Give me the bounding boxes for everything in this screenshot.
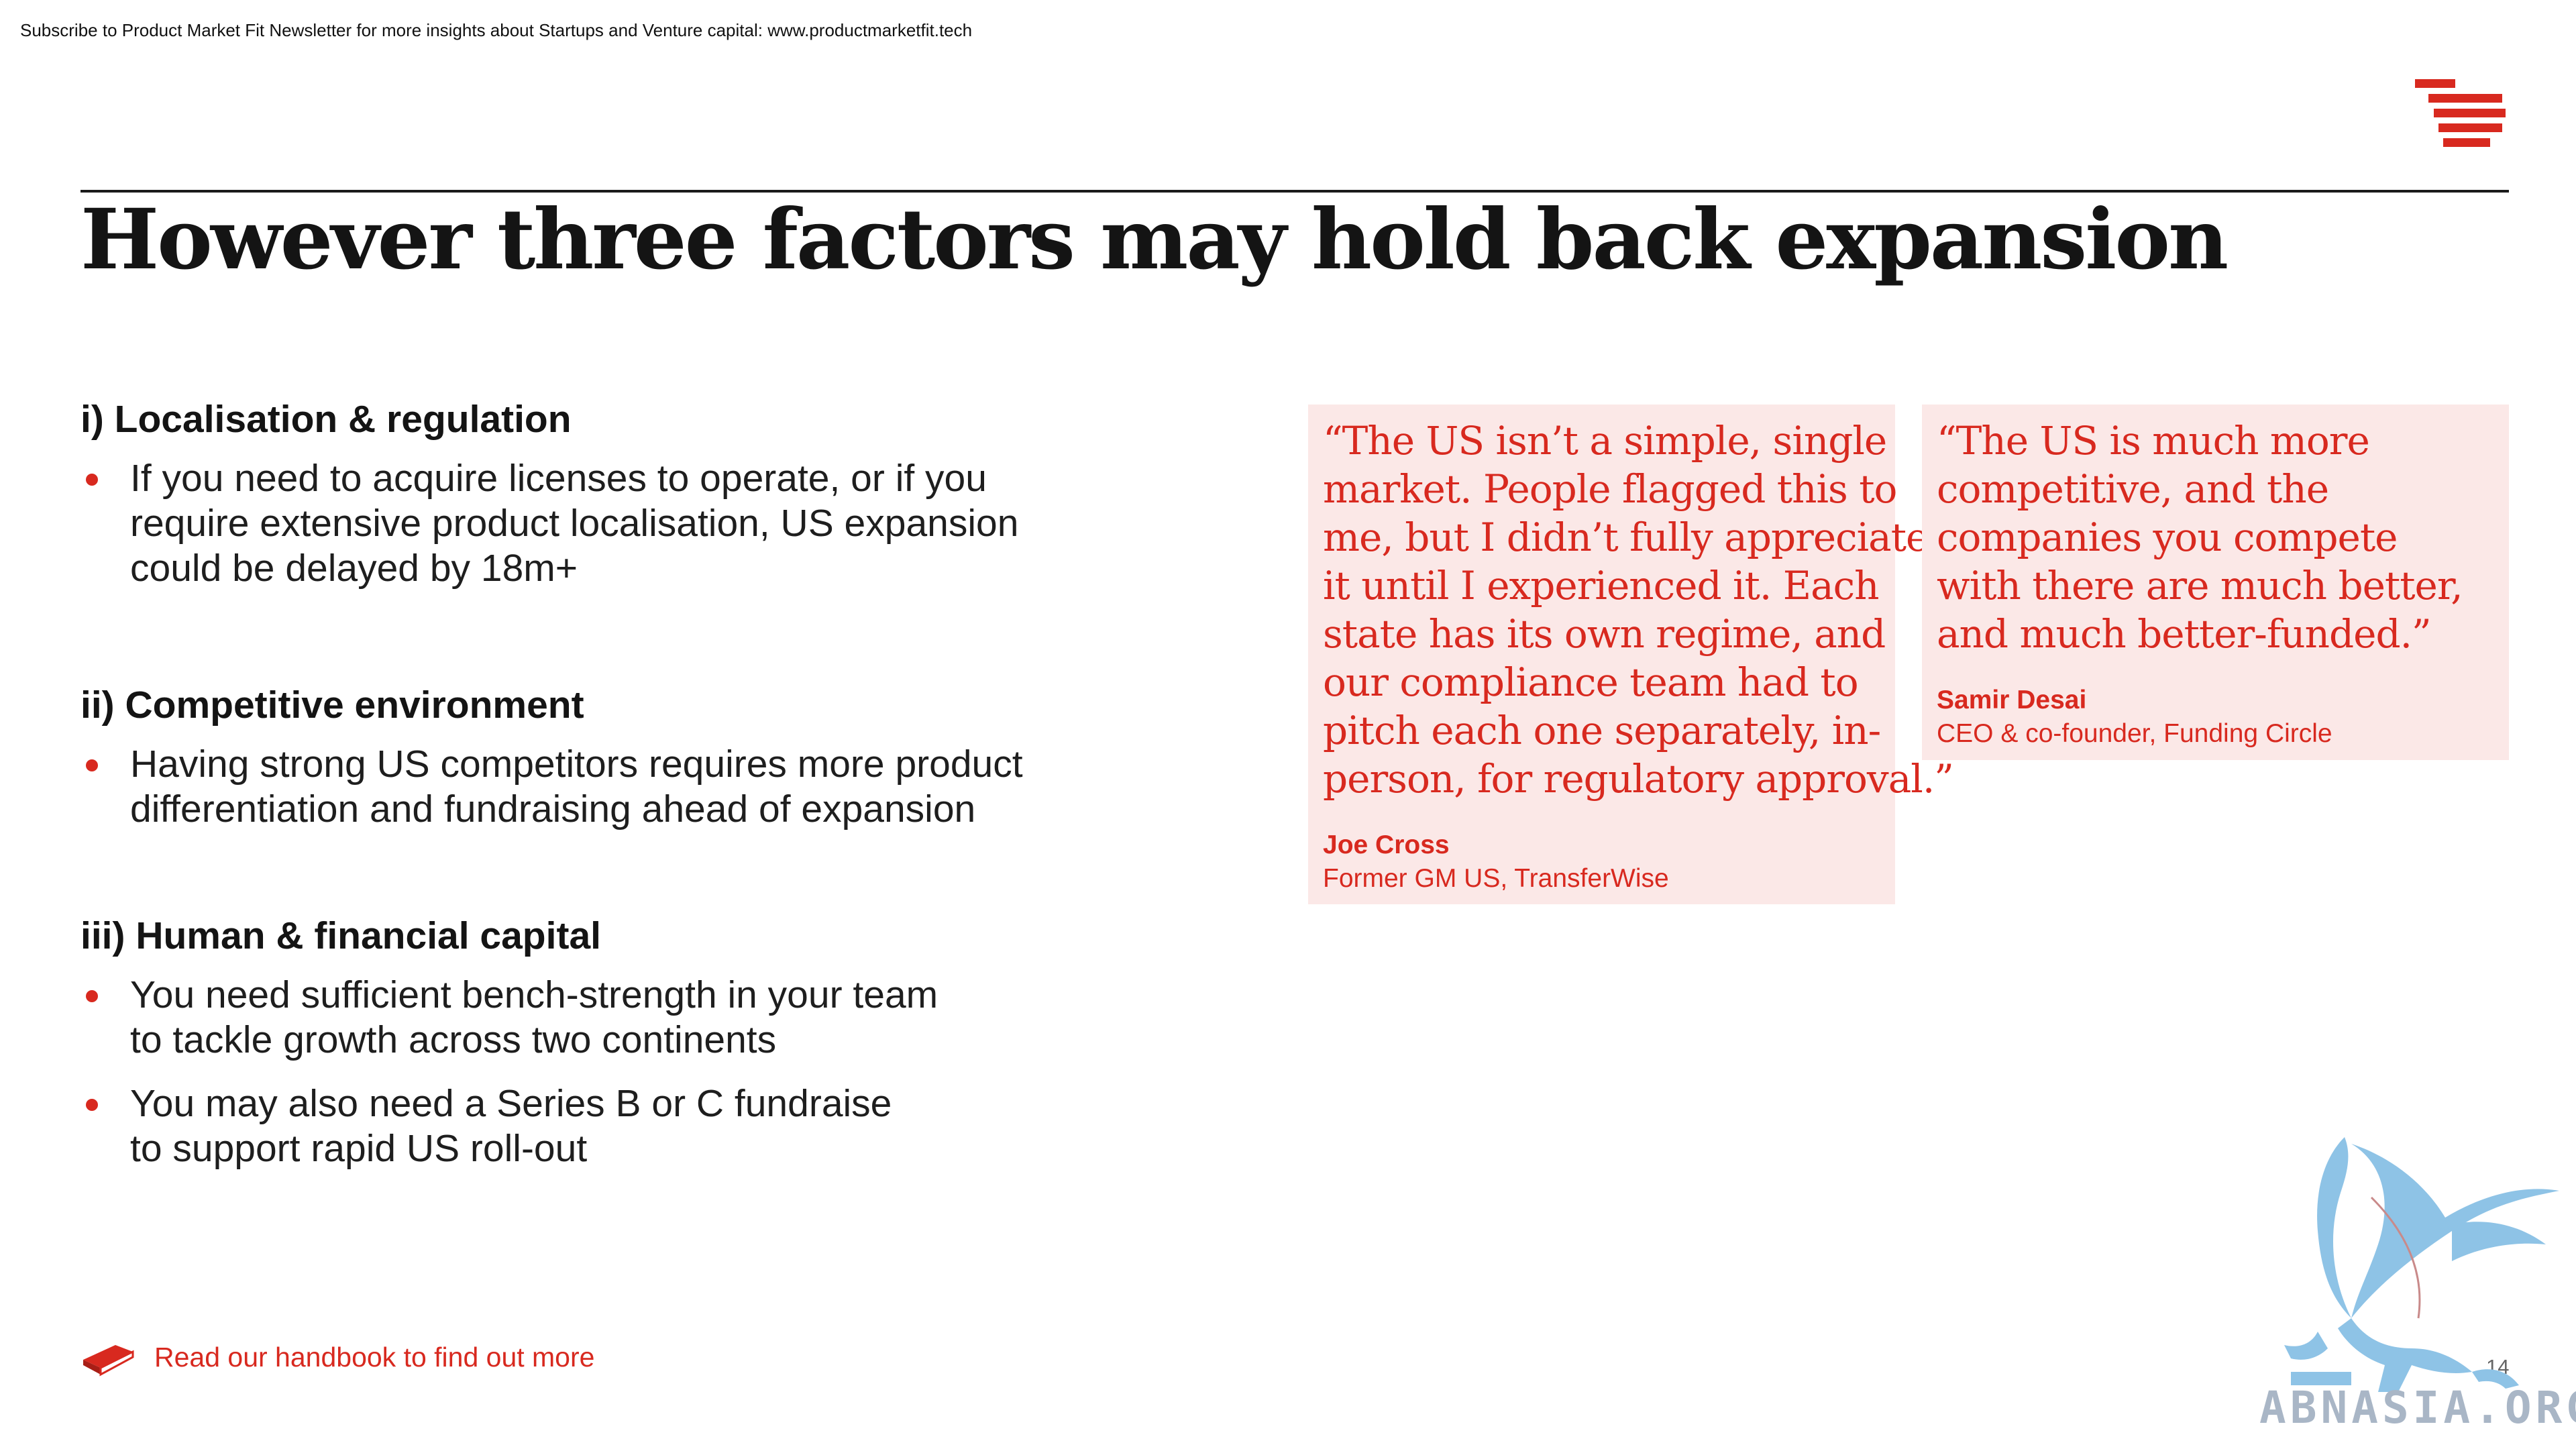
- quote-card: “The US isn’t a simple, single market. P…: [1308, 405, 1954, 904]
- bullet-line: If you need to acquire licenses to opera…: [130, 457, 987, 500]
- quote-line: “The US is much more: [1937, 418, 2370, 464]
- bullet-item: You may also need a Series B or C fundra…: [80, 1081, 1301, 1171]
- striped-bars-logo-icon: [2415, 79, 2506, 154]
- bullet-item: If you need to acquire licenses to opera…: [80, 456, 1301, 591]
- subscribe-note: Subscribe to Product Market Fit Newslett…: [20, 20, 973, 40]
- quote-line: our compliance team had to: [1323, 659, 1859, 705]
- book-icon: [83, 1345, 134, 1377]
- bullet-dot-icon: [86, 1099, 98, 1111]
- section-heading: i) Localisation & regulation: [80, 398, 572, 441]
- handbook-link-text[interactable]: Read our handbook to find out more: [154, 1341, 595, 1373]
- bullet-line: You need sufficient bench-strength in yo…: [130, 973, 938, 1016]
- bullet-line: could be delayed by 18m+: [130, 547, 578, 590]
- quote-author-name: Samir Desai: [1937, 686, 2087, 714]
- bullet-list: You need sufficient bench-strength in yo…: [80, 973, 1301, 1171]
- quote-line: and much better-funded.”: [1937, 611, 2432, 657]
- quote-card: “The US is much more competitive, and th…: [1922, 405, 2509, 760]
- factor-section: ii) Competitive environment Having stron…: [80, 682, 1301, 832]
- bullet-list: If you need to acquire licenses to opera…: [80, 456, 1301, 591]
- quote-text: “The US isn’t a simple, single market. P…: [1323, 417, 1954, 803]
- quote-line: market. People flagged this to: [1323, 466, 1897, 512]
- bullet-dot-icon: [86, 759, 98, 771]
- factors-column: i) Localisation & regulation If you need…: [80, 396, 1301, 1190]
- bullet-line: You may also need a Series B or C fundra…: [130, 1082, 892, 1125]
- page-title: However three factors may hold back expa…: [80, 191, 2229, 288]
- quote-line: pitch each one separately, in-: [1323, 708, 1881, 753]
- factor-section: iii) Human & financial capital You need …: [80, 912, 1301, 1171]
- quote-line: person, for regulatory approval.”: [1323, 756, 1954, 802]
- bullet-line: require extensive product localisation, …: [130, 502, 1019, 545]
- quote-line: with there are much better,: [1937, 563, 2463, 608]
- quote-author-role: CEO & co-founder, Funding Circle: [1937, 719, 2332, 748]
- bullet-dot-icon: [86, 990, 98, 1002]
- section-heading: iii) Human & financial capital: [80, 914, 601, 957]
- quote-text: “The US is much more competitive, and th…: [1937, 417, 2500, 658]
- section-heading: ii) Competitive environment: [80, 684, 584, 727]
- bullet-line: to support rapid US roll-out: [130, 1127, 588, 1170]
- griffin-icon: [2284, 1137, 2559, 1392]
- quote-author-role: Former GM US, TransferWise: [1323, 864, 1669, 893]
- title-rule: [80, 190, 2509, 193]
- bullet-line: differentiation and fundraising ahead of…: [130, 788, 976, 830]
- quote-line: competitive, and the: [1937, 466, 2329, 512]
- factor-section: i) Localisation & regulation If you need…: [80, 396, 1301, 591]
- quote-line: it until I experienced it. Each: [1323, 563, 1880, 608]
- bullet-item: Having strong US competitors requires mo…: [80, 742, 1301, 832]
- bullet-item: You need sufficient bench-strength in yo…: [80, 973, 1301, 1063]
- quote-line: state has its own regime, and: [1323, 611, 1886, 657]
- quote-line: “The US isn’t a simple, single: [1323, 418, 1887, 464]
- bullet-list: Having strong US competitors requires mo…: [80, 742, 1301, 832]
- handbook-link[interactable]: Read our handbook to find out more: [80, 1337, 594, 1377]
- quote-author-name: Joe Cross: [1323, 830, 1450, 859]
- bullet-line: Having strong US competitors requires mo…: [130, 743, 1023, 786]
- watermark-text: ABNASIA.ORG: [2259, 1382, 2576, 1434]
- quote-line: companies you compete: [1937, 515, 2398, 560]
- quote-line: me, but I didn’t fully appreciate: [1323, 515, 1929, 560]
- bullet-line: to tackle growth across two continents: [130, 1018, 777, 1061]
- bullet-dot-icon: [86, 474, 98, 486]
